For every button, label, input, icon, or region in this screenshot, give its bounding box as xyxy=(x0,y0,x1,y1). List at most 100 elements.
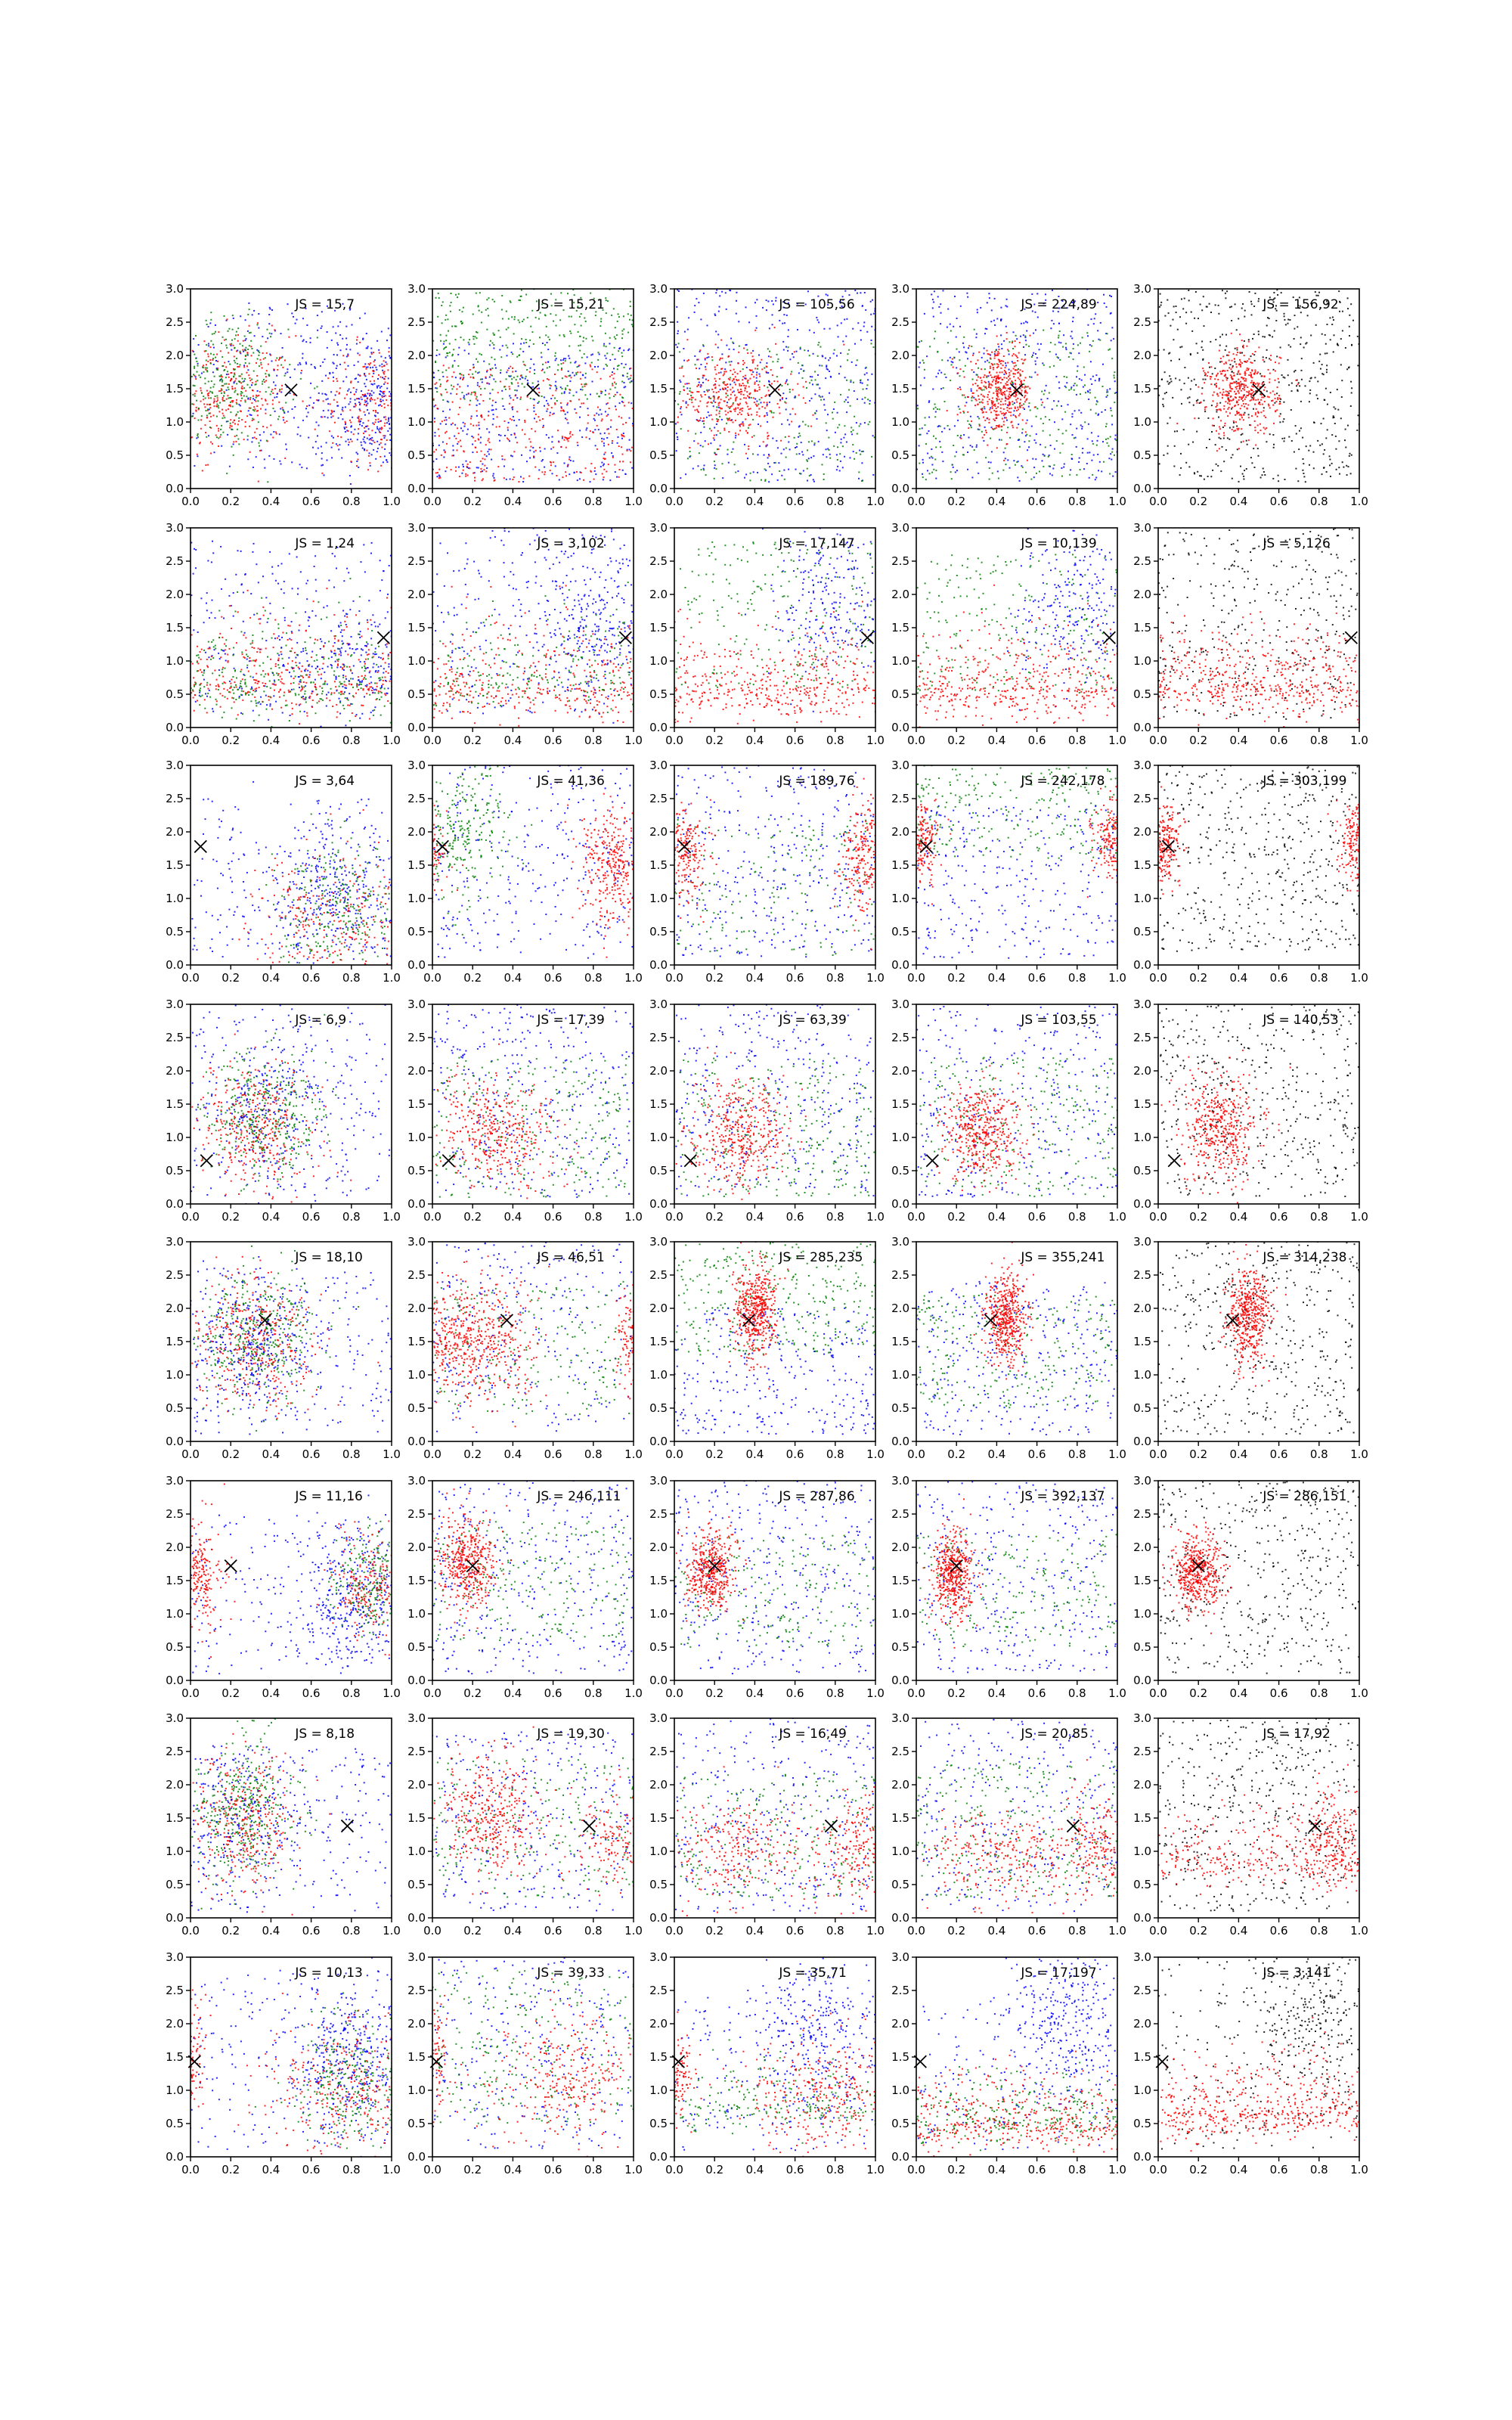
data-point xyxy=(1000,439,1002,441)
data-point xyxy=(967,451,968,453)
data-point xyxy=(472,443,474,445)
data-point xyxy=(510,397,512,399)
data-point xyxy=(376,385,378,387)
data-point xyxy=(969,445,971,447)
data-point xyxy=(192,393,194,396)
data-point xyxy=(988,399,990,401)
data-point xyxy=(782,301,784,303)
data-point xyxy=(544,473,546,476)
data-point xyxy=(971,396,974,398)
data-point xyxy=(614,471,616,473)
data-point xyxy=(992,364,994,366)
data-point xyxy=(798,425,801,427)
data-point xyxy=(607,428,609,430)
data-point xyxy=(244,340,246,341)
data-point xyxy=(1025,399,1027,401)
data-point xyxy=(234,338,236,340)
data-point xyxy=(569,456,571,458)
data-point xyxy=(537,402,539,404)
data-point xyxy=(935,470,937,472)
data-point xyxy=(1054,421,1055,424)
data-point xyxy=(222,412,224,414)
data-point xyxy=(492,473,494,475)
data-point xyxy=(1040,399,1043,401)
data-point xyxy=(690,395,692,396)
data-point xyxy=(1165,392,1167,393)
data-point xyxy=(358,408,361,411)
data-point xyxy=(299,377,302,380)
data-point xyxy=(1010,414,1012,417)
data-point xyxy=(729,407,731,409)
data-point xyxy=(706,362,708,365)
data-point xyxy=(826,368,828,370)
data-point xyxy=(367,420,370,422)
data-point xyxy=(981,408,983,411)
data-point xyxy=(756,414,758,416)
data-point xyxy=(724,368,727,371)
data-point xyxy=(474,394,476,396)
data-point xyxy=(677,439,679,440)
data-point xyxy=(727,448,729,451)
data-point xyxy=(1251,462,1253,464)
data-point xyxy=(676,306,678,308)
data-point xyxy=(1012,427,1014,429)
data-point xyxy=(680,428,682,430)
data-point xyxy=(714,343,717,346)
data-point xyxy=(604,355,606,357)
data-point xyxy=(466,466,468,468)
data-point xyxy=(691,402,693,404)
data-point xyxy=(1304,481,1306,483)
data-point xyxy=(1033,476,1035,479)
data-point xyxy=(1098,413,1100,415)
data-point xyxy=(251,314,253,316)
data-point xyxy=(816,316,818,318)
data-point xyxy=(756,299,758,301)
data-point xyxy=(680,381,682,383)
data-point xyxy=(342,406,344,408)
data-point xyxy=(1221,445,1223,448)
data-point xyxy=(978,402,981,404)
data-point xyxy=(513,333,515,335)
data-point xyxy=(520,343,522,345)
data-point xyxy=(760,402,762,404)
data-point xyxy=(452,445,454,447)
data-point xyxy=(1268,334,1270,336)
data-point xyxy=(547,404,550,406)
data-point xyxy=(488,363,491,365)
data-point xyxy=(770,356,772,358)
data-point xyxy=(311,406,314,408)
data-point xyxy=(244,355,246,357)
data-point xyxy=(975,446,978,448)
x-tick-label: 0.6 xyxy=(302,495,321,508)
data-point xyxy=(863,321,866,324)
data-point xyxy=(460,398,462,400)
data-point xyxy=(345,426,348,428)
data-point xyxy=(792,408,794,410)
data-point xyxy=(321,380,324,382)
data-point xyxy=(513,399,515,401)
data-point xyxy=(520,396,522,399)
data-point xyxy=(1273,292,1275,293)
data-point xyxy=(770,410,773,412)
data-point xyxy=(584,467,587,470)
data-point xyxy=(269,308,271,310)
data-point xyxy=(287,411,290,413)
data-point xyxy=(339,334,342,336)
data-point xyxy=(246,352,249,354)
data-point xyxy=(370,394,373,396)
data-point xyxy=(705,416,708,418)
data-point xyxy=(205,410,207,411)
data-point xyxy=(321,325,323,327)
data-point xyxy=(981,401,983,403)
data-point xyxy=(745,473,748,476)
data-point xyxy=(1203,325,1205,327)
data-point xyxy=(457,353,460,355)
data-point xyxy=(1341,330,1343,332)
data-point xyxy=(1052,467,1055,470)
data-point xyxy=(231,349,233,351)
data-point xyxy=(763,402,765,404)
data-point xyxy=(309,396,311,399)
data-point xyxy=(1092,442,1094,445)
data-point xyxy=(197,344,200,346)
data-point xyxy=(844,399,847,401)
